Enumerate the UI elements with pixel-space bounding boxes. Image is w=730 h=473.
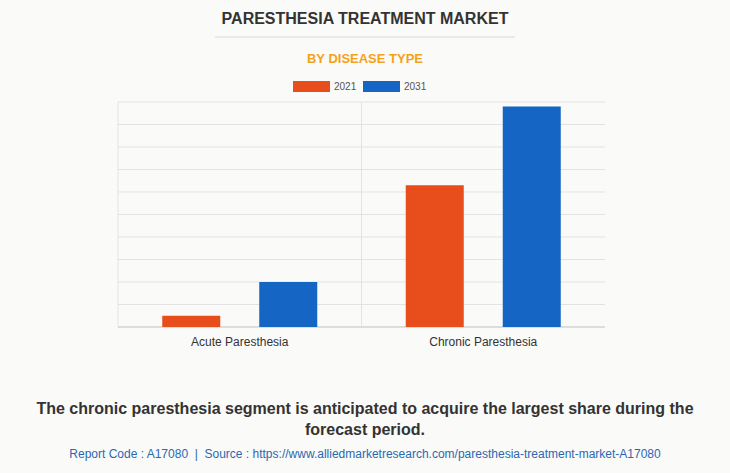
bars [162,107,561,328]
legend-label: 2031 [404,81,427,92]
category-divider [361,102,362,327]
source-note: Report Code : A17080 | Source : https://… [30,447,700,461]
x-tick-label: Acute Paresthesia [191,335,289,349]
x-tick-label: Chronic Paresthesia [429,335,537,349]
legend-label: 2021 [334,81,357,92]
subtitle: BY DISEASE TYPE [307,51,423,66]
bar [503,107,561,328]
bar [162,316,220,327]
category-divider [118,102,119,327]
title-rule [215,37,515,38]
bar [259,282,317,327]
title: PARESTHESIA TREATMENT MARKET [222,10,509,27]
legend-swatch [293,81,330,92]
footer-note: The chronic paresthesia segment is antic… [30,398,700,440]
bar [406,185,464,327]
legend-swatch [363,81,400,92]
